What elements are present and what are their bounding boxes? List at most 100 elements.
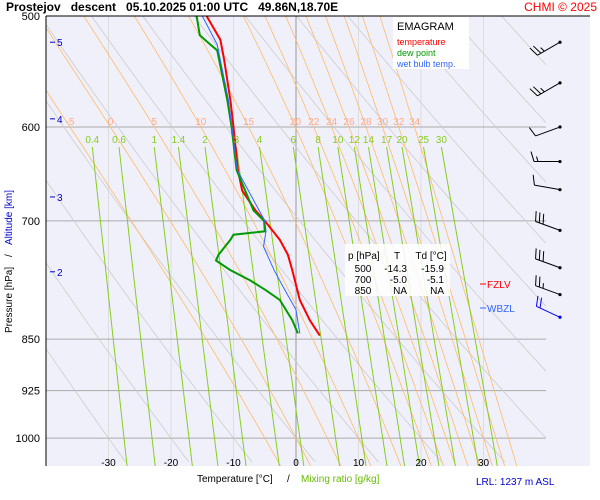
moist-adiabat-line <box>83 16 342 466</box>
table-header-p: p [hPa] <box>348 251 380 262</box>
mixing-ratio-line <box>259 146 305 466</box>
wind-barb-flag <box>538 276 541 288</box>
mixing-ratio-line <box>401 146 456 466</box>
mixing-ratio-line <box>118 146 156 466</box>
wind-barb-flag <box>532 174 535 186</box>
altitude-tick-label: 4 <box>57 115 63 126</box>
legend-temperature: temperature <box>397 37 446 47</box>
altitude-tick-label: 5 <box>57 38 63 49</box>
dry-adiabat-line <box>244 16 546 372</box>
mixing-ratio-label: 20 <box>396 135 408 146</box>
mixing-ratio-label: 2 <box>202 135 208 146</box>
mixing-ratio-label: 6 <box>291 135 297 146</box>
wind-barb-flag <box>539 297 543 309</box>
moist-adiabat-label: 10 <box>195 117 207 128</box>
copyright: CHMI © 2025 <box>524 0 597 14</box>
wind-barb <box>532 174 562 192</box>
x-tick-label: -30 <box>101 458 116 469</box>
mixing-ratio-label: 8 <box>315 135 321 146</box>
wind-barb <box>535 275 562 297</box>
table-cell-p: 700 <box>355 275 372 286</box>
wind-barb <box>535 211 562 233</box>
moist-adiabat-line <box>46 27 312 466</box>
table-cell-td: -5.1 <box>427 275 445 286</box>
wind-barb-staff <box>537 82 561 97</box>
wind-barb-half <box>536 156 539 162</box>
mixing-ratio-line <box>235 146 280 466</box>
moist-adiabat-label: 20 <box>290 117 302 128</box>
x-tick-label: 30 <box>478 458 490 469</box>
moist-adiabat-label: 0 <box>108 117 114 128</box>
x-tick-label: 0 <box>293 458 299 469</box>
wind-barb-flag <box>535 275 537 286</box>
mixing-ratio-line <box>204 146 247 466</box>
wet-bulb-line <box>201 15 301 334</box>
pressure-tick-label: 925 <box>22 386 40 398</box>
moist-adiabat-label: 15 <box>243 117 255 128</box>
mixing-ratio-line <box>91 146 128 466</box>
wind-barb-half <box>540 47 545 52</box>
wind-barb-flag <box>542 251 545 262</box>
wind-barb-staff <box>534 184 561 191</box>
moist-adiabat-line <box>379 16 518 466</box>
x-tick-label: -10 <box>226 458 241 469</box>
wind-barb-staff <box>535 285 561 296</box>
wind-barb-flag <box>529 88 538 97</box>
mixing-ratio-line <box>337 146 388 466</box>
pressure-tick-label: 700 <box>22 216 40 228</box>
mixing-ratio-label: 3 <box>234 135 240 146</box>
table-header-td: Td [°C] <box>415 251 446 262</box>
wind-barb-flag <box>529 47 538 56</box>
dry-adiabat-line <box>46 348 126 463</box>
wind-barb <box>529 40 562 56</box>
dew-point-line <box>195 15 299 334</box>
mixing-ratio-label: 1.4 <box>171 135 185 146</box>
table-cell-p: 850 <box>355 286 372 297</box>
wbzl-label: WBZL <box>487 304 515 315</box>
mixing-ratio-label: 17 <box>381 135 393 146</box>
wind-barb-flag <box>530 151 535 162</box>
x-label-mixing: Mixing ratio [g/kg] <box>301 474 380 485</box>
wind-barb-flag <box>533 86 542 95</box>
wind-barb-staff <box>536 305 561 318</box>
mixing-ratio-label: 0.6 <box>112 135 126 146</box>
wind-barb-flag <box>542 213 545 225</box>
moist-adiabat-label: -5 <box>66 117 75 128</box>
pressure-tick-label: 850 <box>22 334 40 346</box>
mixing-ratio-label: 12 <box>349 135 361 146</box>
moist-adiabat-line <box>133 16 372 466</box>
mixing-ratio-line <box>317 146 367 466</box>
y-label-pressure: Pressure [hPa] <box>4 267 15 333</box>
wind-barb <box>528 125 562 137</box>
mixing-ratio-line <box>177 146 219 466</box>
table-cell-t: -14.3 <box>384 264 407 275</box>
dry-adiabat-line <box>347 16 546 244</box>
wind-barb-flag <box>535 211 537 222</box>
legend-title: EMAGRAM <box>397 21 454 33</box>
x-label-temperature: Temperature [°C] <box>197 474 273 485</box>
mixing-ratio-line <box>292 146 341 466</box>
altitude-tick-label: 3 <box>57 193 63 204</box>
table-header-t: T <box>394 251 400 262</box>
y-label-sep: / <box>4 254 15 257</box>
moist-adiabat-label: 26 <box>343 117 355 128</box>
moist-adiabat-label: 22 <box>308 117 320 128</box>
dry-adiabat-line <box>449 16 546 124</box>
dry-adiabat-line <box>91 16 443 463</box>
wind-barb <box>530 151 562 164</box>
lrl-label: LRL: 1237 m ASL <box>476 477 555 488</box>
temperature-line <box>205 15 321 337</box>
dry-adiabat-line <box>46 179 253 463</box>
moist-adiabat-label: 28 <box>360 117 372 128</box>
wind-barb-staff <box>537 41 561 56</box>
legend-wet-bulb: wet bulb temp. <box>396 59 456 69</box>
x-label-sep: / <box>287 474 290 485</box>
pressure-tick-label: 1000 <box>16 433 40 445</box>
wind-barb-flag <box>535 295 539 307</box>
table-cell-t: -5.0 <box>390 275 408 286</box>
dry-adiabat-line <box>46 23 379 463</box>
wind-barb-staff <box>535 126 561 137</box>
wind-barb-flag <box>533 45 542 54</box>
